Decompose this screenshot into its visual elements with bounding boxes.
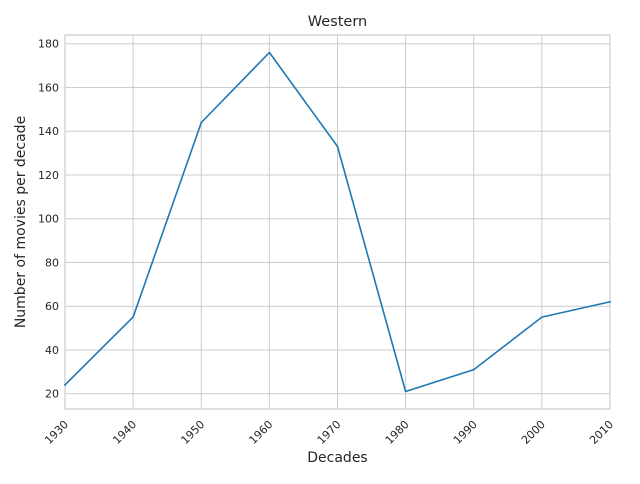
x-tick-label: 1950 <box>178 418 207 447</box>
data-point <box>64 384 66 386</box>
y-tick-label: 60 <box>45 300 59 313</box>
x-tick-label: 1940 <box>110 418 139 447</box>
y-tick-label: 120 <box>38 169 59 182</box>
x-tick-label: 1960 <box>247 418 276 447</box>
data-point <box>404 390 407 393</box>
x-tick-label: 2000 <box>519 418 548 447</box>
y-tick-label: 160 <box>38 81 59 94</box>
grid <box>64 35 611 409</box>
y-tick-label: 180 <box>38 38 59 51</box>
data-point <box>609 301 611 303</box>
x-tick-label: 1930 <box>42 418 71 447</box>
x-tick-label: 1970 <box>315 418 344 447</box>
y-tick-label: 20 <box>45 388 59 401</box>
data-point <box>200 121 203 124</box>
data-point <box>472 368 475 371</box>
plot-frame <box>64 34 611 410</box>
x-tick-labels: 1930 1940 1950 1960 1970 1980 1990 2000 2010 <box>42 418 616 447</box>
series-layer <box>63 51 611 393</box>
x-tick-label: 1980 <box>383 418 412 447</box>
y-tick-label: 40 <box>45 344 59 357</box>
y-tick-labels: 20 40 60 80 100 120 140 160 180 <box>38 38 59 401</box>
y-tick-label: 80 <box>45 256 59 269</box>
y-axis-label: Number of movies per decade <box>13 116 29 328</box>
data-point <box>541 316 543 318</box>
data-point <box>268 51 271 54</box>
y-tick-label: 140 <box>38 125 59 138</box>
chart-title: Western <box>308 14 367 30</box>
x-tick-label: 1990 <box>451 418 480 447</box>
x-tick-label: 2010 <box>587 418 616 447</box>
x-axis-label: Decades <box>307 450 367 466</box>
y-tick-label: 100 <box>38 213 59 226</box>
data-point <box>336 145 339 148</box>
data-point <box>132 316 134 318</box>
